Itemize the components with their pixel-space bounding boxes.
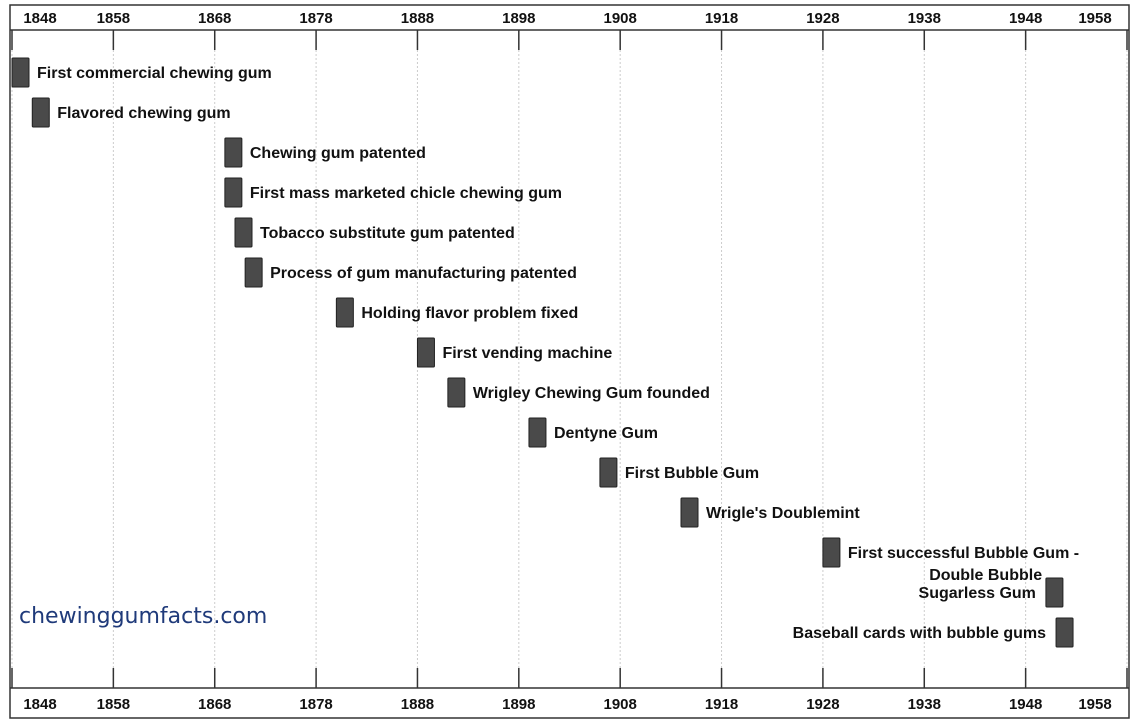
tick-label-top: 1888 (401, 10, 434, 27)
tick-label-top: 1928 (806, 10, 839, 27)
tick-label-bottom: 1888 (401, 696, 434, 713)
tick-label-bottom: 1938 (908, 696, 941, 713)
tick-label-bottom: 1908 (603, 696, 636, 713)
event-label: Flavored chewing gum (57, 105, 230, 122)
event-marker (244, 257, 263, 288)
event-label: Tobacco substitute gum patented (260, 225, 515, 242)
event-marker (416, 337, 435, 368)
event-label: Chewing gum patented (250, 145, 426, 162)
tick-label-bottom: 1878 (299, 696, 332, 713)
event-marker (31, 97, 50, 128)
event-label: Wrigle's Doublemint (706, 505, 860, 522)
event-marker (335, 297, 354, 328)
event-label: First commercial chewing gum (37, 65, 272, 82)
chart-frame (9, 4, 1130, 719)
event-marker (224, 177, 243, 208)
tick-label-bottom: 1958 (1078, 696, 1111, 713)
tick-label-top: 1958 (1078, 10, 1111, 27)
event-marker (1045, 577, 1064, 608)
tick-label-bottom: 1918 (705, 696, 738, 713)
watermark: chewinggumfacts.com (19, 604, 268, 629)
event-label: First vending machine (442, 345, 612, 362)
event-marker (11, 57, 30, 88)
tick-label-top: 1878 (299, 10, 332, 27)
tick-label-bottom: 1868 (198, 696, 231, 713)
event-label: First Bubble Gum (625, 465, 759, 482)
tick-label-top: 1938 (908, 10, 941, 27)
event-marker (528, 417, 547, 448)
tick-label-top: 1858 (97, 10, 130, 27)
tick-label-bottom: 1858 (97, 696, 130, 713)
tick-label-top: 1898 (502, 10, 535, 27)
event-label: First mass marketed chicle chewing gum (250, 185, 562, 202)
event-marker (599, 457, 618, 488)
event-label: Sugarless Gum (919, 585, 1036, 602)
event-label: Holding flavor problem fixed (361, 305, 578, 322)
tick-label-top: 1948 (1009, 10, 1042, 27)
tick-label-bottom: 1898 (502, 696, 535, 713)
event-label: Process of gum manufacturing patented (270, 265, 577, 282)
tick-label-top: 1908 (603, 10, 636, 27)
event-label: First successful Bubble Gum -Double Bubb… (848, 545, 1079, 584)
tick-label-bottom: 1928 (806, 696, 839, 713)
tick-label-top: 1918 (705, 10, 738, 27)
event-marker (224, 137, 243, 168)
tick-label-top: 1848 (23, 10, 56, 27)
event-label: Dentyne Gum (554, 425, 658, 442)
tick-label-top: 1868 (198, 10, 231, 27)
tick-label-bottom: 1848 (23, 696, 56, 713)
event-marker (822, 537, 841, 568)
event-marker (447, 377, 466, 408)
event-label: Wrigley Chewing Gum founded (473, 385, 710, 402)
event-label: Baseball cards with bubble gums (793, 625, 1046, 642)
tick-label-bottom: 1948 (1009, 696, 1042, 713)
event-marker (1055, 617, 1074, 648)
event-marker (680, 497, 699, 528)
event-marker (234, 217, 253, 248)
